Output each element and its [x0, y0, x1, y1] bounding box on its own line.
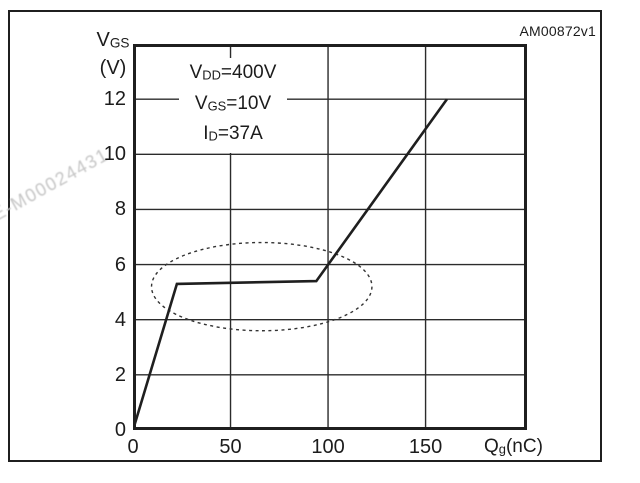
- y-axis-title: VGS (V): [92, 29, 134, 79]
- condition-vdd: VDD=400V: [189, 62, 277, 83]
- figure-code-label: AM00872v1: [519, 23, 596, 39]
- condition-id: ID=37A: [203, 123, 263, 145]
- x-tick-label-100: 100: [311, 436, 345, 458]
- y-tick-label-6: 6: [114, 253, 126, 276]
- chart-plot-area: [133, 44, 527, 430]
- x-axis-symbol: Q: [484, 436, 499, 457]
- x-tick-label-0: 0: [127, 436, 139, 458]
- test-conditions: VDD=400V VGS=10V ID=37A: [179, 58, 287, 153]
- y-tick-label-8: 8: [114, 198, 126, 221]
- y-tick-label-0: 0: [114, 419, 126, 441]
- gate-charge-curve: [133, 98, 449, 430]
- y-axis-symbol: V: [96, 29, 110, 51]
- plot-frame: [133, 44, 527, 430]
- x-tick-label-150: 150: [408, 436, 443, 458]
- y-tick-label-2: 2: [114, 363, 126, 386]
- y-axis-unit: (V): [99, 56, 127, 79]
- y-tick-label-12: 12: [103, 88, 126, 111]
- y-axis-symbol-subscript: GS: [109, 35, 130, 51]
- x-axis-symbol-subscript: g: [498, 441, 506, 457]
- x-axis-unit: (nC): [505, 436, 543, 457]
- condition-vgs: VGS=10V: [194, 92, 272, 114]
- x-tick-label-50: 50: [219, 436, 242, 458]
- x-axis-title: Qg(nC): [484, 435, 543, 459]
- figure-border: [8, 10, 602, 462]
- y-tick-label-10: 10: [103, 143, 126, 166]
- y-tick-label-4: 4: [114, 308, 126, 331]
- plateau-highlight-ellipse: [150, 241, 373, 332]
